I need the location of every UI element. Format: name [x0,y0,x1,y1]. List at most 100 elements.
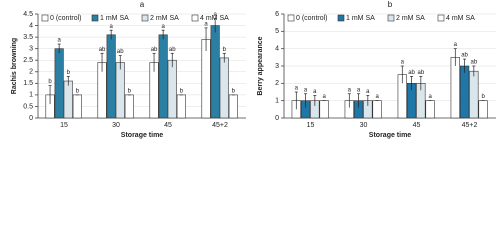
legend-label: 0 (control) [296,15,328,22]
bar [469,70,479,119]
y-tick-label: 1.5 [23,80,33,87]
y-tick-label: 1 [275,98,279,105]
bar [63,80,73,119]
significance-letter: a [322,94,326,100]
y-tick-label: 0 [29,115,33,122]
bar [54,48,64,119]
x-tick-label: 30 [360,122,368,129]
significance-letter: ab [99,47,106,53]
legend-swatch [91,14,99,22]
y-tick-label: 4 [29,22,33,29]
bar [478,100,488,119]
significance-letter: a [366,89,370,95]
significance-letter: a [161,24,165,30]
significance-letter: ab [117,49,124,55]
bar [450,57,460,119]
significance-letter: ab [408,70,415,76]
significance-letter: a [109,24,113,30]
legend-swatch [287,14,295,22]
significance-letter: b [232,88,236,94]
y-tick-label: 2.5 [23,57,33,64]
chart-title: b [388,0,393,9]
significance-letter: a [357,87,361,93]
bar [201,39,211,119]
y-axis-label: Rachis browning [11,38,18,94]
y-tick-label: 3 [275,63,279,70]
legend-label: 4 mM SA [200,15,229,22]
significance-letter: ab [169,47,176,53]
legend-label: 0 (control) [50,15,82,22]
significance-letter: a [204,21,208,27]
significance-letter: b [481,94,485,100]
significance-letter: ab [417,70,424,76]
significance-letter: ab [461,53,468,59]
significance-letter: ab [151,47,158,53]
bar [459,65,470,119]
bar [106,34,116,119]
significance-letter: a [401,60,405,66]
bar [228,94,238,119]
x-tick-label: 45+2 [212,122,228,129]
bar [210,25,220,119]
legend-swatch [41,14,49,22]
legend-swatch [337,14,345,22]
chart-title: a [140,0,145,9]
y-tick-label: 4.5 [23,11,33,18]
legend-label: 2 mM SA [396,15,425,22]
x-tick-label: 45 [164,122,172,129]
bar [425,100,435,119]
significance-letter: a [57,38,61,44]
legend-label: 2 mM SA [150,15,179,22]
significance-letter: a [313,89,317,95]
significance-letter: a [348,87,352,93]
legend-label: 1 mM SA [100,15,129,22]
bar [372,100,382,119]
x-tick-label: 45 [413,122,421,129]
significance-letter: a [295,86,299,92]
significance-letter: a [304,87,308,93]
figure: a Rachis browning Storage time 0 0.5 1 1.5 2 2.5… [11,0,496,139]
y-tick-label: 2 [275,80,279,87]
legend-swatch [437,14,445,22]
bar [72,94,82,119]
x-tick-label: 30 [112,122,120,129]
y-tick-label: 3.5 [23,34,33,41]
y-tick-label: 0.5 [23,103,33,110]
significance-letter: a [375,94,379,100]
significance-letter: b [180,88,184,94]
y-tick-label: 6 [275,11,279,18]
legend-swatch [191,14,199,22]
bar [115,62,125,119]
significance-letter: a [428,94,432,100]
bar [176,94,186,119]
bar [219,57,229,119]
y-tick-label: 4 [275,46,279,53]
x-tick-label: 15 [60,122,68,129]
x-tick-label: 45+2 [462,122,478,129]
y-tick-label: 5 [275,28,279,35]
bar [158,34,168,119]
x-axis-label: Storage time [369,132,412,139]
legend-label: 1 mM SA [346,15,375,22]
legend-swatch [387,14,395,22]
y-tick-label: 3 [29,46,33,53]
significance-letter: b [48,79,52,85]
significance-letter: b [223,47,227,53]
significance-letter: a [213,12,217,18]
y-tick-label: 1 [29,92,33,99]
legend-label: 4 mM SA [446,15,475,22]
y-tick-label: 2 [29,69,33,76]
significance-letter: b [67,70,71,76]
significance-letter: b [128,88,132,94]
y-axis-label: Berry appearance [257,36,264,95]
y-tick-label: 0 [275,115,279,122]
x-tick-label: 15 [307,122,315,129]
bar [124,94,134,119]
significance-letter: b [76,88,80,94]
x-axis-label: Storage time [121,132,164,139]
legend-swatch [141,14,149,22]
bar [167,59,177,119]
significance-letter: ab [470,60,477,66]
bar [319,100,329,119]
significance-letter: a [454,42,458,48]
